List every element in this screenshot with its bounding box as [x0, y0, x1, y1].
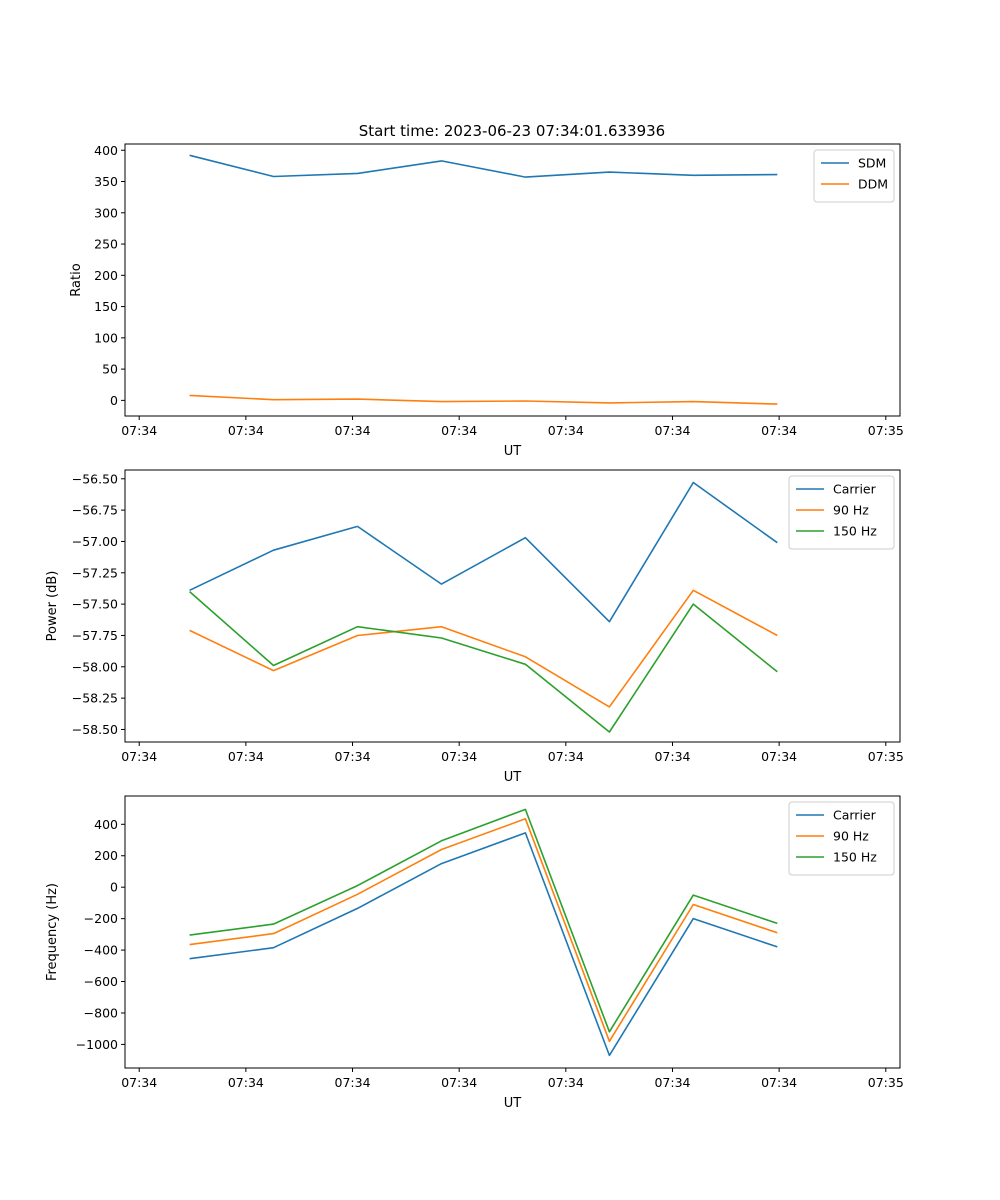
y-tick-label: −1000 [76, 1037, 118, 1052]
x-tick-label: 07:34 [121, 1075, 157, 1090]
y-tick-label: 400 [94, 143, 118, 158]
legend: SDM DDM [813, 149, 895, 203]
y-tick-label: 100 [94, 330, 118, 345]
series-line-ddm [189, 394, 778, 405]
y-tick-label: −57.25 [72, 565, 118, 580]
x-tick-label: 07:34 [335, 1075, 371, 1090]
series-line-90-hz [189, 817, 778, 1043]
x-tick-label: 07:34 [441, 749, 477, 764]
x-tick-label: 07:35 [868, 749, 904, 764]
y-tick-label: −58.50 [72, 722, 118, 737]
y-tick-label: −200 [84, 911, 118, 926]
y-axis-label: Frequency (Hz) [45, 883, 60, 981]
x-tick-label: 07:34 [654, 423, 690, 438]
x-tick-label: 07:34 [761, 1075, 797, 1090]
axes-frame [124, 795, 901, 1069]
y-tick-label: 400 [94, 817, 118, 832]
series-line-carrier [189, 481, 778, 623]
legend: Carrier 90 Hz 150 Hz [788, 801, 895, 876]
y-tick-label: −57.75 [72, 628, 118, 643]
y-tick-label: 300 [94, 205, 118, 220]
y-tick-label: −600 [84, 974, 118, 989]
panels: 07:34 07:34 07:34 07:34 07:34 07:34 07:34 07:35… [45, 143, 904, 1111]
y-tick-label: −58.25 [72, 691, 118, 706]
panel-2: 07:34 07:34 07:34 07:34 07:34 07:34 07:34 07:35… [45, 469, 904, 785]
x-tick-label: 07:34 [228, 749, 264, 764]
x-axis-label: UT [504, 770, 522, 785]
y-tick-label: 0 [110, 393, 118, 408]
series-line-sdm [189, 154, 778, 178]
series-line-150-hz [189, 808, 778, 1033]
legend-entry: 150 Hz [833, 850, 877, 865]
x-axis-label: UT [504, 444, 522, 459]
legend-entry: Carrier [833, 808, 877, 823]
legend-entry: DDM [858, 177, 888, 192]
legend-entry: 150 Hz [833, 524, 877, 539]
legend-entry: 90 Hz [833, 829, 869, 844]
x-tick-label: 07:34 [441, 1075, 477, 1090]
x-tick-label: 07:34 [228, 1075, 264, 1090]
y-tick-label: −400 [84, 943, 118, 958]
x-tick-label: 07:35 [868, 423, 904, 438]
legend-entry: SDM [858, 156, 886, 171]
x-tick-label: 07:34 [121, 423, 157, 438]
series-line-150-hz [189, 590, 778, 733]
axes-frame [124, 469, 901, 743]
y-tick-label: −57.50 [72, 597, 118, 612]
y-tick-label: −56.75 [72, 503, 118, 518]
y-tick-label: −57.00 [72, 534, 118, 549]
y-tick-label: 150 [94, 299, 118, 314]
x-tick-label: 07:34 [761, 749, 797, 764]
series-line-carrier [189, 832, 778, 1057]
y-tick-label: 200 [94, 848, 118, 863]
y-tick-label: 250 [94, 237, 118, 252]
y-axis-label: Power (dB) [45, 571, 60, 642]
figure-title: Start time: 2023-06-23 07:34:01.633936 [359, 122, 665, 140]
x-tick-label: 07:34 [228, 423, 264, 438]
x-tick-label: 07:34 [548, 1075, 584, 1090]
y-axis-label: Ratio [69, 263, 84, 296]
legend-entry: Carrier [833, 482, 877, 497]
x-tick-label: 07:34 [548, 423, 584, 438]
x-axis-label: UT [504, 1096, 522, 1111]
panel-3: 07:34 07:34 07:34 07:34 07:34 07:34 07:34 07:35… [45, 795, 904, 1111]
panel-1: 07:34 07:34 07:34 07:34 07:34 07:34 07:34 07:35… [69, 143, 904, 459]
x-tick-label: 07:34 [121, 749, 157, 764]
x-tick-label: 07:34 [335, 423, 371, 438]
legend-entry: 90 Hz [833, 503, 869, 518]
y-tick-label: 200 [94, 268, 118, 283]
x-tick-label: 07:34 [335, 749, 371, 764]
x-tick-label: 07:34 [441, 423, 477, 438]
legend: Carrier 90 Hz 150 Hz [788, 475, 895, 550]
x-tick-label: 07:34 [548, 749, 584, 764]
x-tick-label: 07:34 [654, 749, 690, 764]
y-tick-label: 350 [94, 174, 118, 189]
y-tick-label: 0 [110, 880, 118, 895]
y-tick-label: −800 [84, 1005, 118, 1020]
y-tick-label: −56.50 [72, 471, 118, 486]
x-tick-label: 07:35 [868, 1075, 904, 1090]
series-line-90-hz [189, 589, 778, 708]
axes-frame [124, 143, 901, 417]
y-tick-label: 50 [102, 362, 118, 377]
x-tick-label: 07:34 [654, 1075, 690, 1090]
x-tick-label: 07:34 [761, 423, 797, 438]
y-tick-label: −58.00 [72, 659, 118, 674]
